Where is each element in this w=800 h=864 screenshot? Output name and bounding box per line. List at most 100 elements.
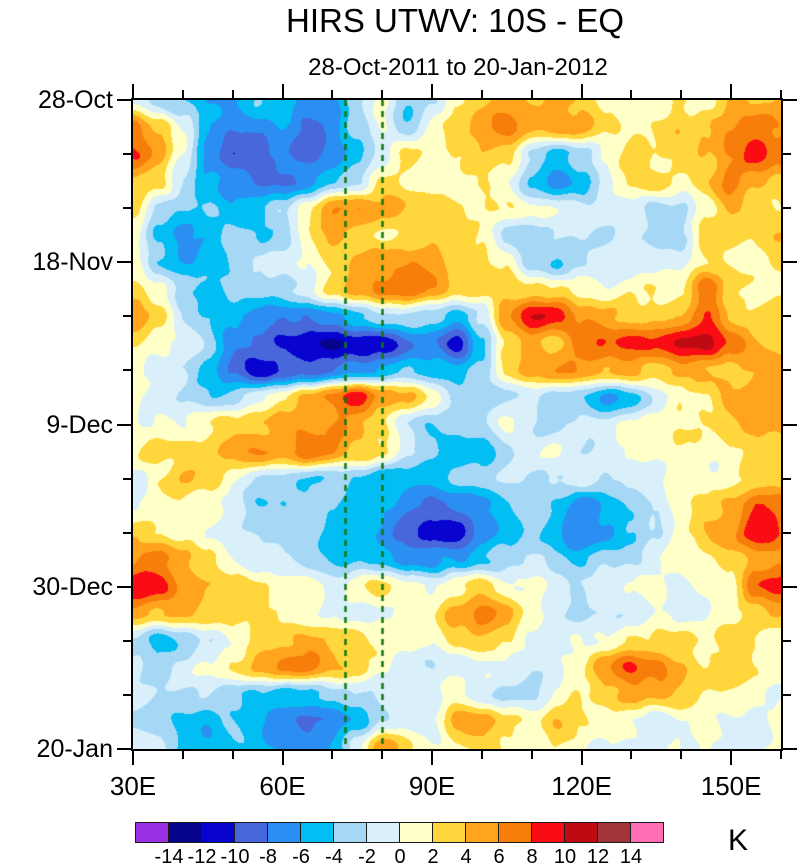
axis-tick bbox=[480, 90, 483, 98]
axis-tick bbox=[431, 84, 434, 98]
colorbar-tick-label: -6 bbox=[292, 846, 310, 864]
axis-tick bbox=[281, 84, 284, 98]
axis-tick bbox=[730, 751, 733, 765]
axis-tick bbox=[117, 99, 131, 101]
axis-tick bbox=[117, 261, 131, 264]
colorbar-tick-label: -10 bbox=[220, 846, 250, 864]
colorbar-segment bbox=[300, 822, 334, 843]
x-tick-label: 90E bbox=[408, 771, 456, 801]
axis-tick bbox=[123, 639, 131, 642]
colorbar-segment bbox=[267, 822, 301, 843]
colorbar-segment bbox=[333, 822, 367, 843]
axis-tick bbox=[123, 315, 131, 318]
x-tick-label: 60E bbox=[259, 771, 306, 801]
chart-title: HIRS UTWV: 10S - EQ bbox=[286, 2, 624, 39]
colorbar-tick-label: -2 bbox=[358, 846, 376, 864]
chart-subtitle: 28-Oct-2011 to 20-Jan-2012 bbox=[308, 54, 608, 81]
colorbar-segment bbox=[630, 822, 664, 843]
colorbar-tick-label: -4 bbox=[325, 846, 343, 864]
axis-tick bbox=[123, 477, 131, 480]
colorbar-segment bbox=[531, 822, 565, 843]
colorbar-tick-label: 8 bbox=[526, 846, 538, 864]
axis-tick bbox=[123, 207, 131, 210]
axis-tick bbox=[783, 477, 791, 480]
colorbar-segment bbox=[564, 822, 598, 843]
x-tick-label: 30E bbox=[109, 771, 157, 801]
axis-tick bbox=[480, 751, 483, 759]
colorbar-segment bbox=[399, 822, 433, 843]
axis-tick bbox=[132, 84, 134, 98]
axis-tick bbox=[783, 315, 791, 318]
axis-tick bbox=[281, 751, 284, 765]
colorbar-segment bbox=[135, 822, 169, 843]
x-tick-label: 150E bbox=[700, 771, 762, 801]
axis-tick bbox=[331, 90, 334, 98]
y-tick-label: 30-Dec bbox=[32, 572, 113, 601]
colorbar-segment bbox=[465, 822, 499, 843]
y-tick-label: 9-Dec bbox=[46, 410, 113, 439]
colorbar-segment bbox=[432, 822, 466, 843]
colorbar-tick-label: -14 bbox=[154, 846, 184, 864]
colorbar-tick-label: 0 bbox=[394, 846, 406, 864]
axis-tick bbox=[783, 639, 791, 642]
axis-tick bbox=[783, 585, 797, 588]
axis-tick bbox=[783, 369, 791, 372]
colorbar-segment bbox=[201, 822, 235, 843]
colorbar-tick-label: 4 bbox=[460, 846, 472, 864]
colorbar-tick-label: 10 bbox=[553, 846, 577, 864]
colorbar-tick-label: 6 bbox=[493, 846, 505, 864]
axis-tick bbox=[580, 751, 583, 765]
axis-tick bbox=[381, 90, 384, 98]
axis-tick bbox=[630, 751, 633, 759]
axis-tick bbox=[783, 531, 791, 534]
colorbar-unit-label: K bbox=[727, 824, 748, 857]
axis-tick bbox=[117, 748, 131, 750]
axis-tick bbox=[780, 751, 782, 759]
axis-tick bbox=[680, 751, 683, 759]
axis-tick bbox=[530, 90, 533, 98]
y-tick-label: 28-Oct bbox=[37, 86, 113, 114]
axis-tick bbox=[381, 751, 384, 759]
axis-tick bbox=[123, 369, 131, 372]
axis-tick bbox=[181, 751, 184, 759]
colorbar-tick-label: 12 bbox=[586, 846, 610, 864]
axis-tick bbox=[132, 751, 134, 765]
axis-tick bbox=[530, 751, 533, 759]
axis-tick bbox=[331, 751, 334, 759]
colorbar-tick-label: 2 bbox=[427, 846, 439, 864]
axis-tick bbox=[431, 751, 434, 765]
x-tick-label: 120E bbox=[551, 771, 612, 801]
axis-tick bbox=[783, 99, 797, 101]
plot-frame bbox=[131, 98, 783, 751]
axis-tick bbox=[123, 693, 131, 696]
axis-tick bbox=[630, 90, 633, 98]
axis-tick bbox=[123, 531, 131, 534]
axis-tick bbox=[730, 84, 733, 98]
axis-tick bbox=[783, 261, 797, 264]
colorbar-segment bbox=[234, 822, 268, 843]
colorbar-segment bbox=[498, 822, 532, 843]
axis-tick bbox=[117, 423, 131, 426]
axis-tick bbox=[123, 153, 131, 156]
axis-tick bbox=[783, 423, 797, 426]
axis-tick bbox=[680, 90, 683, 98]
colorbar-segment bbox=[597, 822, 631, 843]
axis-tick bbox=[783, 153, 791, 156]
y-tick-label: 20-Jan bbox=[36, 735, 113, 763]
colorbar-tick-label: -8 bbox=[259, 846, 277, 864]
colorbar-segment bbox=[168, 822, 202, 843]
axis-tick bbox=[783, 748, 797, 750]
hovmoller-heatmap-canvas bbox=[133, 100, 781, 749]
colorbar-segment bbox=[366, 822, 400, 843]
axis-tick bbox=[783, 693, 791, 696]
axis-tick bbox=[231, 90, 234, 98]
colorbar-tick-label: -12 bbox=[187, 846, 217, 864]
axis-tick bbox=[117, 585, 131, 588]
axis-tick bbox=[783, 207, 791, 210]
axis-tick bbox=[181, 90, 184, 98]
colorbar-tick-label: 14 bbox=[619, 846, 643, 864]
axis-tick bbox=[580, 84, 583, 98]
axis-tick bbox=[780, 90, 782, 98]
axis-tick bbox=[231, 751, 234, 759]
